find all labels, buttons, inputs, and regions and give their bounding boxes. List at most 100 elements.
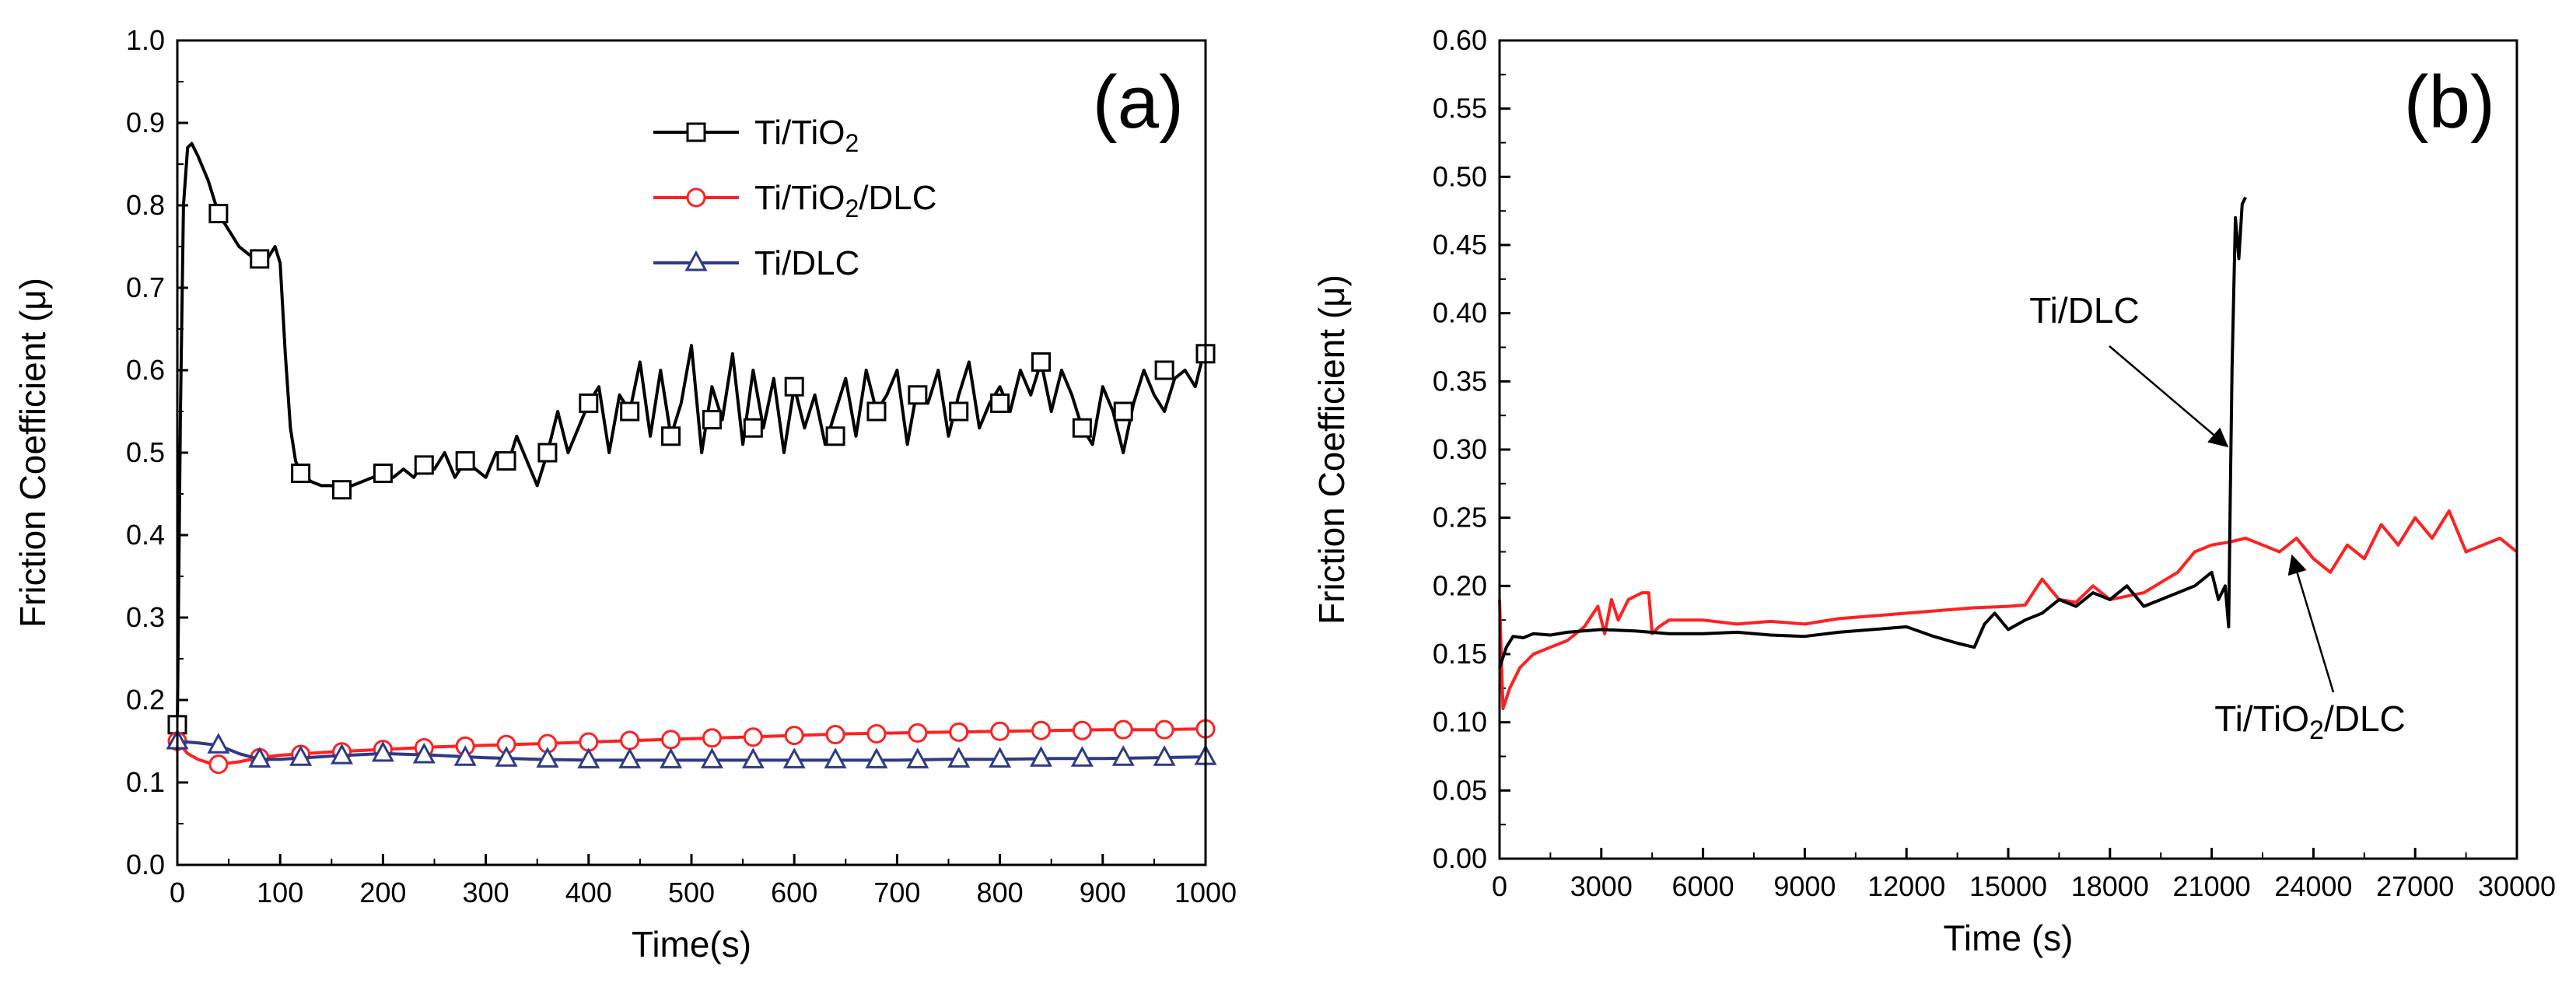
data-point-marker (332, 480, 352, 500)
data-point-marker (289, 745, 313, 766)
data-point-marker (250, 249, 270, 269)
x-tick-label: 800 (977, 877, 1024, 908)
y-tick-label: 0.5 (126, 436, 165, 468)
x-tick-label: 1000 (1174, 877, 1237, 908)
annotation-ti-dlc: Ti/DLC (2029, 290, 2139, 331)
legend-label-main: Ti/TiO (754, 114, 845, 152)
series-line-ti-tio2 (176, 142, 1207, 725)
y-tick-label: 0.00 (1433, 842, 1487, 874)
data-point-marker (1154, 719, 1174, 740)
panel-a-axes: 0.0 0.1 0.2 0.3 0.4 0.5 0.6 0.7 0.8 0.9 1.0 0 100 200… (126, 24, 1237, 908)
data-point-marker (743, 418, 763, 438)
data-point-marker (1031, 352, 1051, 372)
data-point-marker (1029, 746, 1053, 767)
data-point-marker (743, 727, 763, 747)
data-point-marker (947, 747, 971, 768)
y-tick-label: 0.60 (1433, 24, 1487, 56)
data-point-marker (291, 464, 311, 483)
y-tick-label: 0.8 (126, 189, 165, 221)
data-point-marker (495, 746, 518, 767)
data-point-marker (496, 451, 516, 471)
data-point-marker (990, 393, 1010, 413)
y-tick-label: 0.10 (1433, 706, 1487, 738)
panel-a-label: (a) (1093, 61, 1184, 144)
panel-b-y-axis-title: Friction Coefficient (μ) (1311, 275, 1352, 625)
x-tick-label: 200 (359, 877, 406, 908)
y-tick-label: 0.0 (126, 849, 165, 880)
annotation-ti-tio2-dlc: Ti/TiO2/DLC (2214, 698, 2406, 745)
data-point-marker (1031, 720, 1051, 740)
data-point-marker (1113, 719, 1133, 740)
y-tick-label: 0.40 (1433, 297, 1487, 329)
data-point-marker (782, 747, 806, 768)
data-point-marker (661, 730, 681, 750)
data-point-marker (784, 376, 804, 397)
data-point-marker (618, 747, 642, 768)
y-tick-label: 0.35 (1433, 365, 1487, 397)
panel-a-y-axis-title: Friction Coefficient (μ) (12, 278, 53, 628)
x-tick-label: 6000 (1672, 870, 1734, 902)
data-point-marker (1070, 746, 1094, 767)
data-point-marker (1111, 745, 1135, 766)
x-tick-label: 15000 (1969, 870, 2047, 902)
y-tick-label: 1.0 (126, 24, 165, 56)
y-tick-label: 0.50 (1433, 160, 1487, 192)
x-tick-label: 700 (873, 877, 920, 908)
y-tick-label: 0.45 (1433, 229, 1487, 261)
y-tick-label: 0.9 (126, 107, 165, 138)
x-tick-label: 30000 (2478, 870, 2556, 902)
y-tick-label: 0.1 (126, 766, 165, 798)
panel-a-x-axis-title: Time(s) (632, 924, 751, 964)
x-tick-label: 600 (771, 877, 817, 908)
legend-label: Ti/TiO2/DLC (754, 179, 937, 222)
legend-marker (686, 122, 706, 142)
y-tick-label: 0.2 (126, 684, 165, 716)
y-tick-label: 0.4 (126, 519, 165, 551)
legend-marker (684, 250, 708, 271)
legend-label: Ti/TiO2 (754, 114, 859, 157)
panel-a-series (166, 142, 1217, 775)
y-tick-label: 0.6 (126, 354, 165, 386)
y-tick-label: 0.30 (1433, 433, 1487, 465)
legend-marker (686, 187, 706, 208)
data-point-marker (989, 747, 1012, 768)
panel-b-axes: 0.00 0.05 0.10 0.15 0.20 0.25 0.30 0.35 0.40 0.45… (1433, 24, 2556, 902)
legend-label-main: Ti/TiO (754, 179, 845, 217)
x-tick-label: 3000 (1570, 870, 1633, 902)
data-point-marker (906, 747, 929, 768)
data-point-marker (908, 723, 928, 743)
data-point-marker (208, 754, 229, 775)
data-point-marker (330, 743, 354, 765)
x-tick-label: 500 (668, 877, 715, 908)
legend-label-tail: /DLC (859, 179, 936, 217)
data-point-marker (412, 742, 436, 764)
panel-a-plot-frame (176, 39, 1207, 866)
annotation-tail: /DLC (2324, 698, 2406, 739)
x-tick-label: 12000 (1867, 870, 1945, 902)
data-point-marker (1072, 418, 1092, 438)
data-point-marker (1113, 401, 1133, 422)
data-point-marker (702, 728, 722, 748)
y-tick-label: 0.3 (126, 601, 165, 633)
data-point-marker (660, 747, 683, 768)
data-point-marker (824, 747, 847, 768)
data-point-marker (536, 747, 559, 768)
data-point-marker (1154, 360, 1174, 380)
legend-label-subscript: 2 (845, 129, 859, 157)
data-point-marker (865, 747, 888, 768)
legend-label-main: Ti/DLC (754, 244, 859, 282)
x-tick-label: 300 (463, 877, 509, 908)
data-point-marker (373, 464, 393, 483)
y-tick-label: 0.55 (1433, 93, 1487, 124)
x-tick-label: 0 (170, 877, 185, 908)
data-point-marker (579, 393, 599, 413)
data-point-marker (661, 426, 681, 446)
data-point-marker (620, 730, 640, 751)
x-tick-label: 0 (1492, 870, 1507, 902)
panel-b-label: (b) (2404, 61, 2495, 144)
data-point-marker (908, 385, 928, 405)
y-tick-label: 0.7 (126, 271, 165, 303)
x-tick-label: 27000 (2376, 870, 2454, 902)
